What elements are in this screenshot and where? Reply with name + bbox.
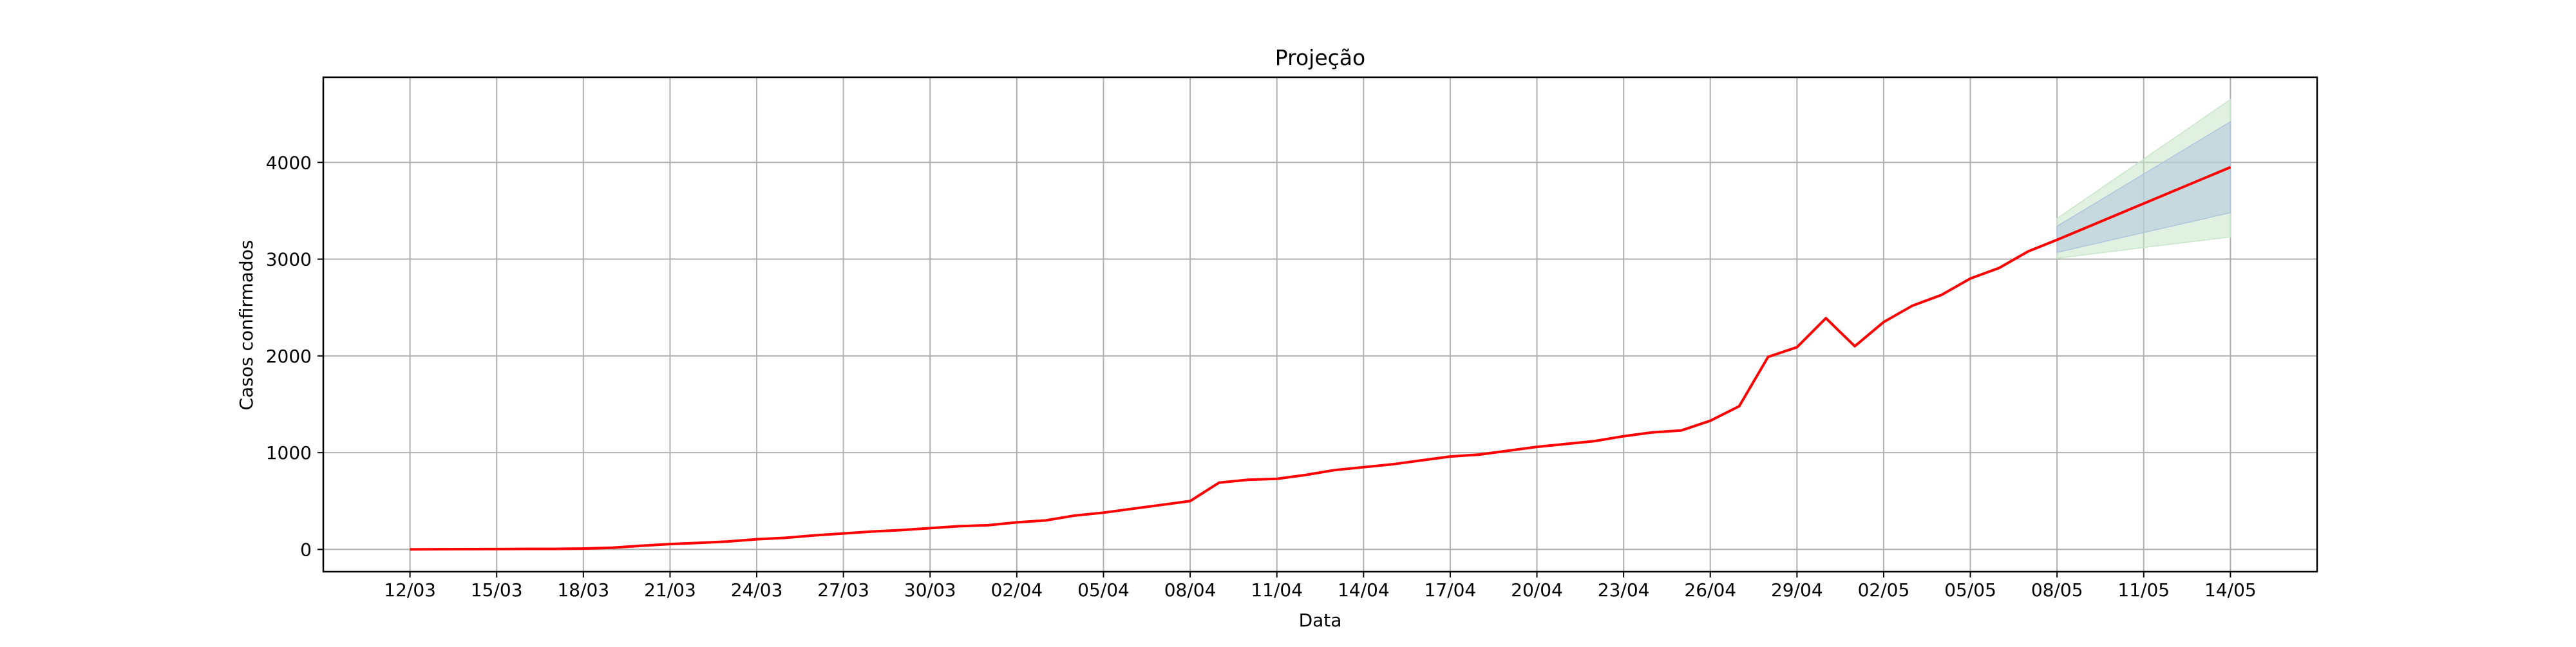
x-tick-label: 12/03 [384, 579, 436, 601]
y-tick-label: 4000 [266, 152, 312, 173]
x-tick-label: 23/04 [1598, 579, 1650, 601]
x-tick-label: 05/05 [1944, 579, 1996, 601]
x-tick-label: 11/04 [1251, 579, 1303, 601]
chart-title: Projeção [1275, 45, 1365, 70]
y-tick-label: 1000 [266, 442, 312, 464]
x-tick-label: 02/04 [991, 579, 1043, 601]
x-tick-label: 17/04 [1425, 579, 1477, 601]
y-axis-ticks: 0 1000 2000 3000 4000 [266, 152, 323, 560]
x-tick-label: 24/03 [731, 579, 783, 601]
y-tick-label: 2000 [266, 346, 312, 367]
x-tick-label: 21/03 [644, 579, 696, 601]
x-tick-label: 26/04 [1684, 579, 1736, 601]
x-tick-label: 05/04 [1077, 579, 1130, 601]
x-tick-label: 18/03 [557, 579, 609, 601]
x-tick-label: 27/03 [817, 579, 869, 601]
projection-bands [2056, 98, 2231, 259]
x-tick-label: 20/04 [1511, 579, 1563, 601]
x-axis-label: Data [1299, 610, 1342, 631]
x-tick-label: 14/05 [2204, 579, 2257, 601]
y-axis-label: Casos confirmados [236, 240, 257, 411]
y-tick-label: 0 [300, 539, 312, 560]
x-tick-label: 08/04 [1164, 579, 1217, 601]
inner-confidence-band [2056, 120, 2231, 253]
x-tick-label: 30/03 [904, 579, 956, 601]
x-tick-label: 15/03 [471, 579, 523, 601]
x-axis-ticks: 12/03 15/03 18/03 21/03 24/03 27/03 30/03 02/04… [384, 572, 2257, 601]
y-tick-label: 3000 [266, 249, 312, 270]
confirmed-cases-line [410, 165, 2231, 551]
x-tick-label: 02/05 [1858, 579, 1910, 601]
x-tick-label: 14/04 [1338, 579, 1390, 601]
x-tick-label: 11/05 [2117, 579, 2170, 601]
gridlines [323, 77, 2317, 572]
series-lines [410, 165, 2231, 551]
x-tick-label: 08/05 [2031, 579, 2083, 601]
x-tick-label: 29/04 [1771, 579, 1823, 601]
plot-frame [322, 76, 2318, 573]
